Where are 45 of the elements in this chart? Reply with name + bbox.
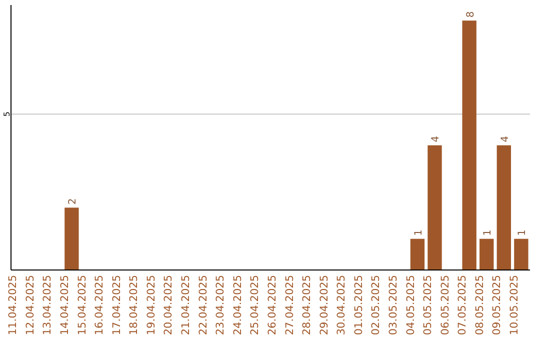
x-tick-label: 25.04.2025: [249, 275, 262, 336]
data-label: 1: [517, 229, 528, 236]
x-tick-label: 19.04.2025: [145, 275, 158, 336]
x-tick-label: 17.04.2025: [110, 275, 123, 336]
x-tick-label: 22.04.2025: [197, 275, 210, 336]
x-tick-label: 30.04.2025: [336, 275, 348, 336]
x-tick-label: 07.05.2025: [456, 275, 469, 336]
data-label: 1: [413, 229, 424, 236]
x-tick-label: 02.05.2025: [370, 275, 382, 336]
x-tick-label: 12.04.2025: [24, 275, 36, 336]
x-tick-label: 29.04.2025: [318, 275, 330, 336]
data-label: 2: [68, 198, 79, 205]
bar: [410, 238, 425, 270]
bar: [514, 238, 528, 270]
y-tick-label: 5: [2, 112, 12, 117]
bar: [496, 145, 511, 270]
x-tick-label: 15.04.2025: [76, 275, 88, 336]
x-tick-label: 23.04.2025: [214, 275, 227, 336]
x-tick-label: 21.04.2025: [180, 275, 192, 336]
x-tick-label: 13.04.2025: [42, 275, 54, 336]
bar: [462, 20, 476, 270]
x-tick-label: 09.05.2025: [491, 275, 504, 336]
data-label: 4: [430, 136, 442, 142]
data-label: 1: [482, 229, 494, 236]
x-tick-label: 08.05.2025: [474, 275, 486, 336]
x-tick-label: 24.04.2025: [232, 275, 244, 336]
x-tick-label: 10.05.2025: [508, 275, 521, 336]
x-tick-label: 04.05.2025: [404, 275, 417, 336]
bar: [64, 208, 79, 270]
x-tick-label: 18.04.2025: [128, 275, 140, 336]
x-tick-label: 16.04.2025: [94, 275, 106, 336]
bar: [428, 145, 442, 270]
bar: [480, 238, 494, 270]
x-tick-label: 26.04.2025: [266, 275, 278, 336]
x-tick-label: 01.05.2025: [352, 275, 365, 336]
x-tick-label: 11.04.2025: [7, 275, 20, 336]
x-tick-label: 27.04.2025: [284, 275, 296, 336]
x-tick-label: 03.05.2025: [387, 275, 400, 336]
x-tick-label: 05.05.2025: [422, 275, 434, 336]
data-label: 8: [465, 11, 476, 18]
x-tick-label: 20.04.2025: [162, 275, 175, 336]
data-label: 4: [500, 136, 511, 142]
x-tick-label: 14.04.2025: [59, 275, 72, 336]
x-tick-label: 28.04.2025: [301, 275, 314, 336]
x-tick-label: 06.05.2025: [439, 275, 452, 336]
